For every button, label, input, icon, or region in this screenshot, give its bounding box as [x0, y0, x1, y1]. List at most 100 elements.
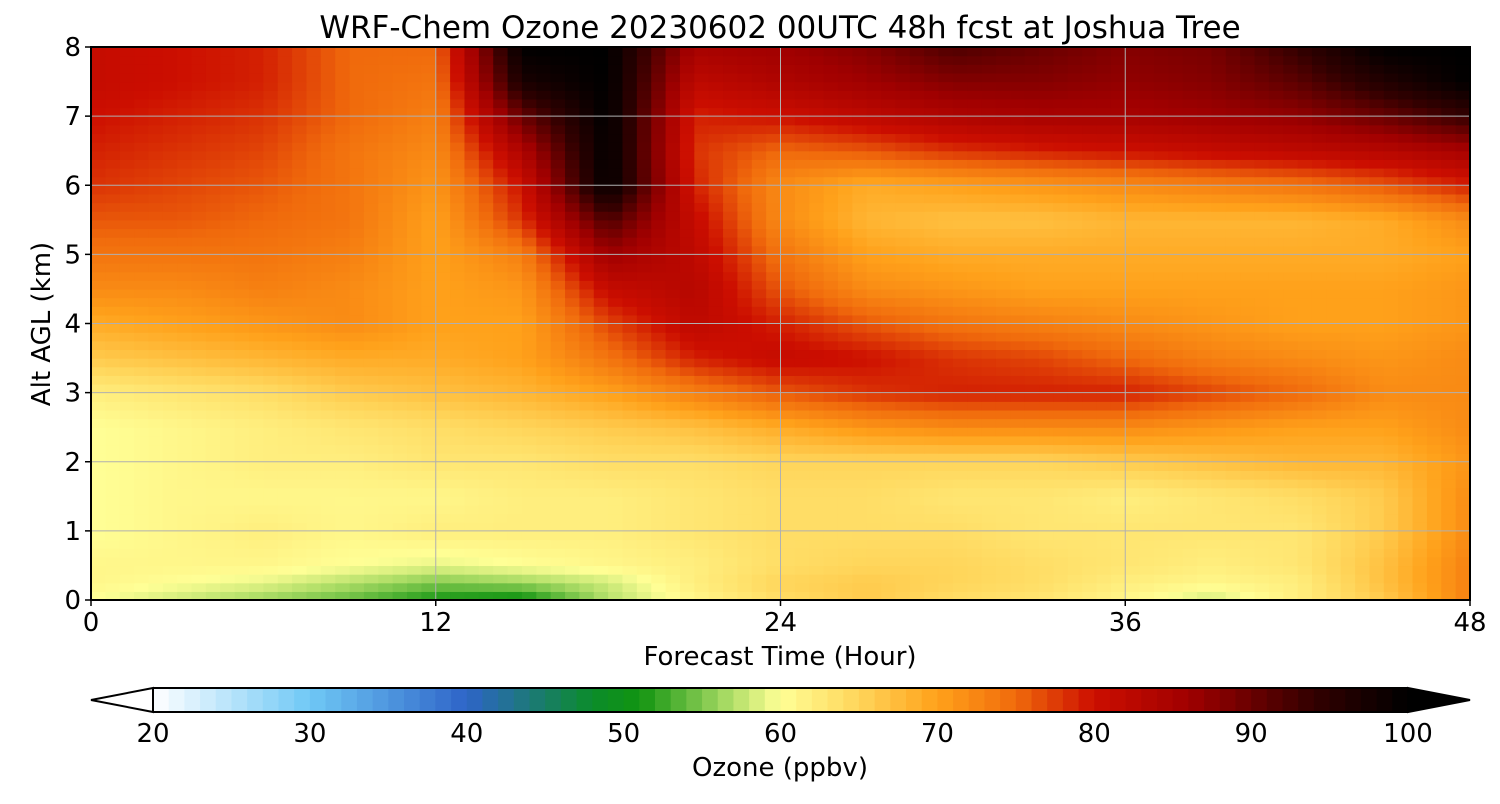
heatmap-cell — [1110, 366, 1126, 376]
heatmap-cell — [694, 358, 710, 368]
heatmap-cell — [766, 228, 782, 238]
heatmap-cell — [866, 306, 882, 316]
heatmap-cell — [694, 409, 710, 420]
heatmap-cell — [1326, 401, 1342, 411]
heatmap-cell — [1139, 453, 1155, 463]
heatmap-cell — [723, 193, 739, 204]
heatmap-cell — [708, 340, 724, 351]
heatmap-cell — [105, 565, 121, 575]
heatmap-cell — [995, 496, 1011, 506]
heatmap-cell — [249, 297, 264, 307]
heatmap-cell — [550, 245, 566, 255]
heatmap-cell — [407, 167, 422, 178]
heatmap-cell — [665, 297, 681, 307]
heatmap-cell — [421, 418, 437, 428]
heatmap-cell — [1024, 556, 1040, 567]
heatmap-cell — [536, 193, 552, 204]
heatmap-cell — [507, 392, 523, 402]
heatmap-cell — [881, 539, 897, 549]
heatmap-cell — [622, 565, 638, 575]
heatmap-cell — [1182, 176, 1198, 186]
heatmap-cell — [995, 375, 1011, 385]
heatmap-cell — [1067, 383, 1083, 394]
heatmap-cell — [1340, 202, 1356, 212]
heatmap-cell — [435, 383, 451, 394]
heatmap-cell — [694, 435, 710, 446]
heatmap-cell — [881, 487, 897, 497]
heatmap-cell — [1326, 479, 1342, 489]
heatmap-cell — [1096, 591, 1112, 600]
heatmap-cell — [292, 280, 308, 290]
heatmap-cell — [823, 375, 839, 385]
heatmap-cell — [536, 332, 552, 342]
heatmap-cell — [134, 530, 150, 541]
heatmap-cell — [263, 340, 279, 351]
heatmap-cell — [909, 193, 925, 204]
heatmap-cell — [493, 487, 509, 497]
heatmap-cell — [1225, 444, 1241, 454]
heatmap-cell — [622, 530, 638, 541]
heatmap-cell — [464, 453, 480, 463]
heatmap-cell — [1412, 591, 1428, 600]
heatmap-cell — [378, 574, 394, 584]
heatmap-cell — [191, 297, 207, 307]
heatmap-cell — [737, 418, 753, 428]
heatmap-cell — [1153, 496, 1169, 506]
heatmap-cell — [91, 427, 106, 437]
heatmap-cell — [967, 539, 983, 549]
heatmap-cell — [407, 150, 422, 160]
heatmap-cell — [967, 280, 983, 290]
heatmap-cell — [1010, 435, 1026, 446]
heatmap-cell — [952, 306, 968, 316]
heatmap-cell — [852, 479, 868, 489]
heatmap-cell — [435, 565, 451, 575]
heatmap-cell — [651, 211, 667, 221]
heatmap-cell — [1024, 193, 1040, 204]
heatmap-cell — [1283, 582, 1299, 592]
heatmap-cell — [1441, 375, 1457, 385]
heatmap-cell — [1096, 401, 1112, 411]
heatmap-cell — [881, 228, 897, 238]
heatmap-cell — [909, 435, 925, 446]
heatmap-cell — [1024, 366, 1040, 376]
heatmap-cell — [1182, 263, 1198, 273]
heatmap-cell — [737, 548, 753, 558]
heatmap-cell — [1039, 358, 1055, 368]
heatmap-cell — [292, 288, 308, 299]
heatmap-cell — [837, 375, 853, 385]
heatmap-cell — [909, 530, 925, 541]
heatmap-cell — [579, 176, 595, 186]
heatmap-cell — [780, 392, 796, 402]
heatmap-cell — [1024, 444, 1040, 454]
heatmap-cell — [1110, 228, 1126, 238]
heatmap-cell — [493, 280, 509, 290]
heatmap-cell — [1283, 211, 1299, 221]
heatmap-cell — [967, 479, 983, 489]
heatmap-cell — [435, 340, 451, 351]
heatmap-cell — [1125, 461, 1141, 471]
heatmap-cell — [1082, 150, 1098, 160]
heatmap-cell — [493, 150, 509, 160]
heatmap-cell — [263, 565, 279, 575]
heatmap-cell — [780, 435, 796, 446]
heatmap-cell — [1125, 306, 1141, 316]
heatmap-cell — [249, 340, 264, 351]
heatmap-cell — [593, 228, 609, 238]
heatmap-cell — [1340, 150, 1356, 160]
heatmap-cell — [392, 332, 408, 342]
heatmap-cell — [1383, 530, 1399, 541]
heatmap-cell — [909, 176, 925, 186]
heatmap-cell — [622, 539, 638, 549]
heatmap-cell — [335, 582, 351, 592]
heatmap-cell — [665, 280, 681, 290]
heatmap-cell — [1355, 487, 1371, 497]
heatmap-cell — [1197, 340, 1213, 351]
heatmap-cell — [1153, 263, 1169, 273]
heatmap-cell — [234, 193, 250, 204]
heatmap-cell — [1383, 496, 1399, 506]
heatmap-cell — [967, 193, 983, 204]
heatmap-cell — [1168, 366, 1184, 376]
heatmap-cell — [119, 245, 135, 255]
heatmap-cell — [723, 522, 739, 532]
heatmap-cell — [981, 211, 997, 221]
